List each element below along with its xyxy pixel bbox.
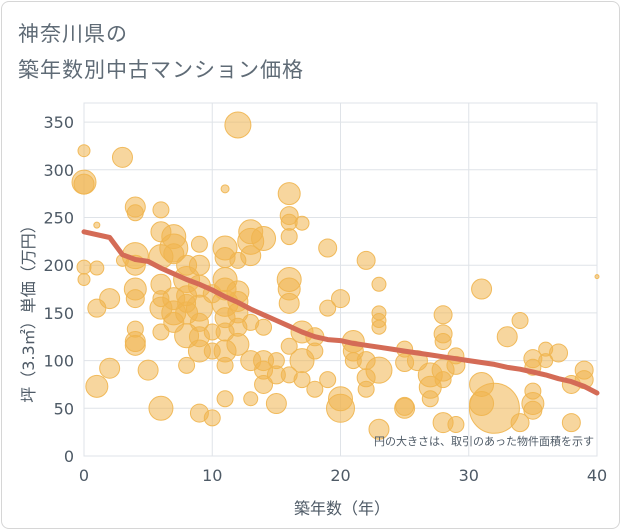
bubble-size-note: 円の大きさは、取引のあった物件面積を示す — [374, 434, 594, 448]
data-bubble — [148, 395, 174, 421]
data-bubble — [344, 352, 362, 370]
data-bubble — [178, 356, 196, 374]
data-bubble — [125, 289, 145, 309]
data-bubble — [216, 390, 234, 408]
data-bubble — [111, 146, 133, 168]
data-bubble — [265, 393, 287, 415]
data-bubble — [163, 311, 185, 333]
chart-title-line2: 築年数別中古マンション価格 — [18, 58, 304, 82]
data-bubble — [152, 323, 170, 341]
data-bubble — [469, 391, 495, 417]
data-bubble — [395, 396, 415, 416]
data-bubble — [89, 260, 105, 276]
data-bubble — [433, 305, 453, 325]
data-bubble — [220, 184, 230, 194]
y-tick-label: 0 — [64, 447, 74, 466]
y-tick-label: 150 — [43, 304, 74, 323]
data-bubble — [357, 380, 375, 398]
data-bubble — [87, 298, 107, 318]
data-bubble — [73, 173, 95, 195]
data-bubble — [511, 312, 529, 330]
data-bubble — [251, 225, 277, 251]
data-bubble — [561, 413, 581, 433]
data-bubble — [77, 144, 91, 158]
data-bubble — [434, 371, 452, 389]
data-bubble — [85, 374, 109, 398]
data-bubble — [124, 334, 146, 356]
data-bubble — [254, 374, 274, 394]
data-bubble — [216, 356, 234, 374]
data-bubble — [319, 299, 337, 317]
data-bubble — [137, 359, 159, 381]
data-bubble — [203, 409, 221, 427]
y-tick-label: 250 — [43, 208, 74, 227]
data-bubble — [152, 201, 170, 219]
y-tick-label: 100 — [43, 352, 74, 371]
data-bubble — [523, 400, 543, 420]
y-axis-label: 坪（3.3㎡）単価（万円） — [19, 217, 38, 402]
data-bubble — [177, 293, 197, 313]
x-axis-label: 築年数（年） — [294, 499, 390, 518]
data-bubble — [267, 352, 285, 370]
data-bubble — [126, 204, 144, 222]
data-bubble — [93, 221, 101, 229]
data-bubble — [189, 312, 209, 332]
y-tick-label: 350 — [43, 113, 74, 132]
data-bubble — [203, 342, 221, 360]
data-bubble — [371, 276, 387, 292]
data-bubble — [188, 254, 210, 276]
data-bubble — [371, 319, 387, 335]
data-bubble — [243, 391, 259, 407]
x-tick-label: 40 — [587, 466, 607, 485]
data-bubble — [447, 416, 465, 434]
data-bubble — [280, 228, 298, 246]
data-bubble — [203, 323, 221, 341]
data-bubble — [421, 390, 439, 408]
x-tick-label: 10 — [202, 466, 222, 485]
x-tick-label: 20 — [330, 466, 350, 485]
data-bubble — [280, 337, 298, 355]
data-bubble — [306, 342, 324, 360]
data-bubble — [294, 215, 310, 231]
x-tick-label: 30 — [459, 466, 479, 485]
data-bubble — [368, 418, 390, 440]
data-bubble — [76, 259, 92, 275]
data-bubble — [229, 251, 247, 269]
data-bubble — [150, 221, 172, 243]
y-tick-label: 50 — [54, 399, 74, 418]
data-bubble — [152, 290, 170, 308]
trend-line — [81, 229, 600, 396]
data-bubble — [77, 273, 91, 286]
data-bubble — [510, 413, 530, 433]
x-tick-label: 0 — [79, 466, 89, 485]
data-bubble — [224, 111, 252, 139]
data-bubble — [331, 289, 350, 309]
data-bubble — [278, 292, 300, 314]
data-bubble — [496, 326, 518, 348]
y-tick-label: 200 — [43, 256, 74, 275]
trend-layer — [81, 229, 600, 396]
data-bubble — [538, 353, 554, 369]
data-bubble — [328, 386, 353, 412]
data-bubble — [356, 250, 376, 270]
data-bubble — [255, 318, 273, 336]
data-bubble — [277, 182, 301, 206]
y-tick-label: 300 — [43, 161, 74, 180]
bubbles — [71, 111, 600, 440]
data-bubble — [99, 357, 121, 379]
data-bubble — [594, 274, 600, 280]
chart-title-line1: 神奈川県の — [18, 22, 128, 46]
data-bubble — [434, 333, 452, 351]
data-bubble — [293, 371, 311, 389]
ticks: 0 10 20 30 40 0 50 100 150 200 250 300 350 — [43, 113, 607, 485]
data-bubble — [306, 380, 324, 398]
data-bubble — [319, 371, 337, 389]
data-bubble — [318, 238, 338, 258]
data-bubble — [126, 320, 144, 338]
data-bubble — [524, 382, 542, 400]
data-bubble — [471, 278, 493, 300]
data-bubble — [190, 235, 208, 253]
